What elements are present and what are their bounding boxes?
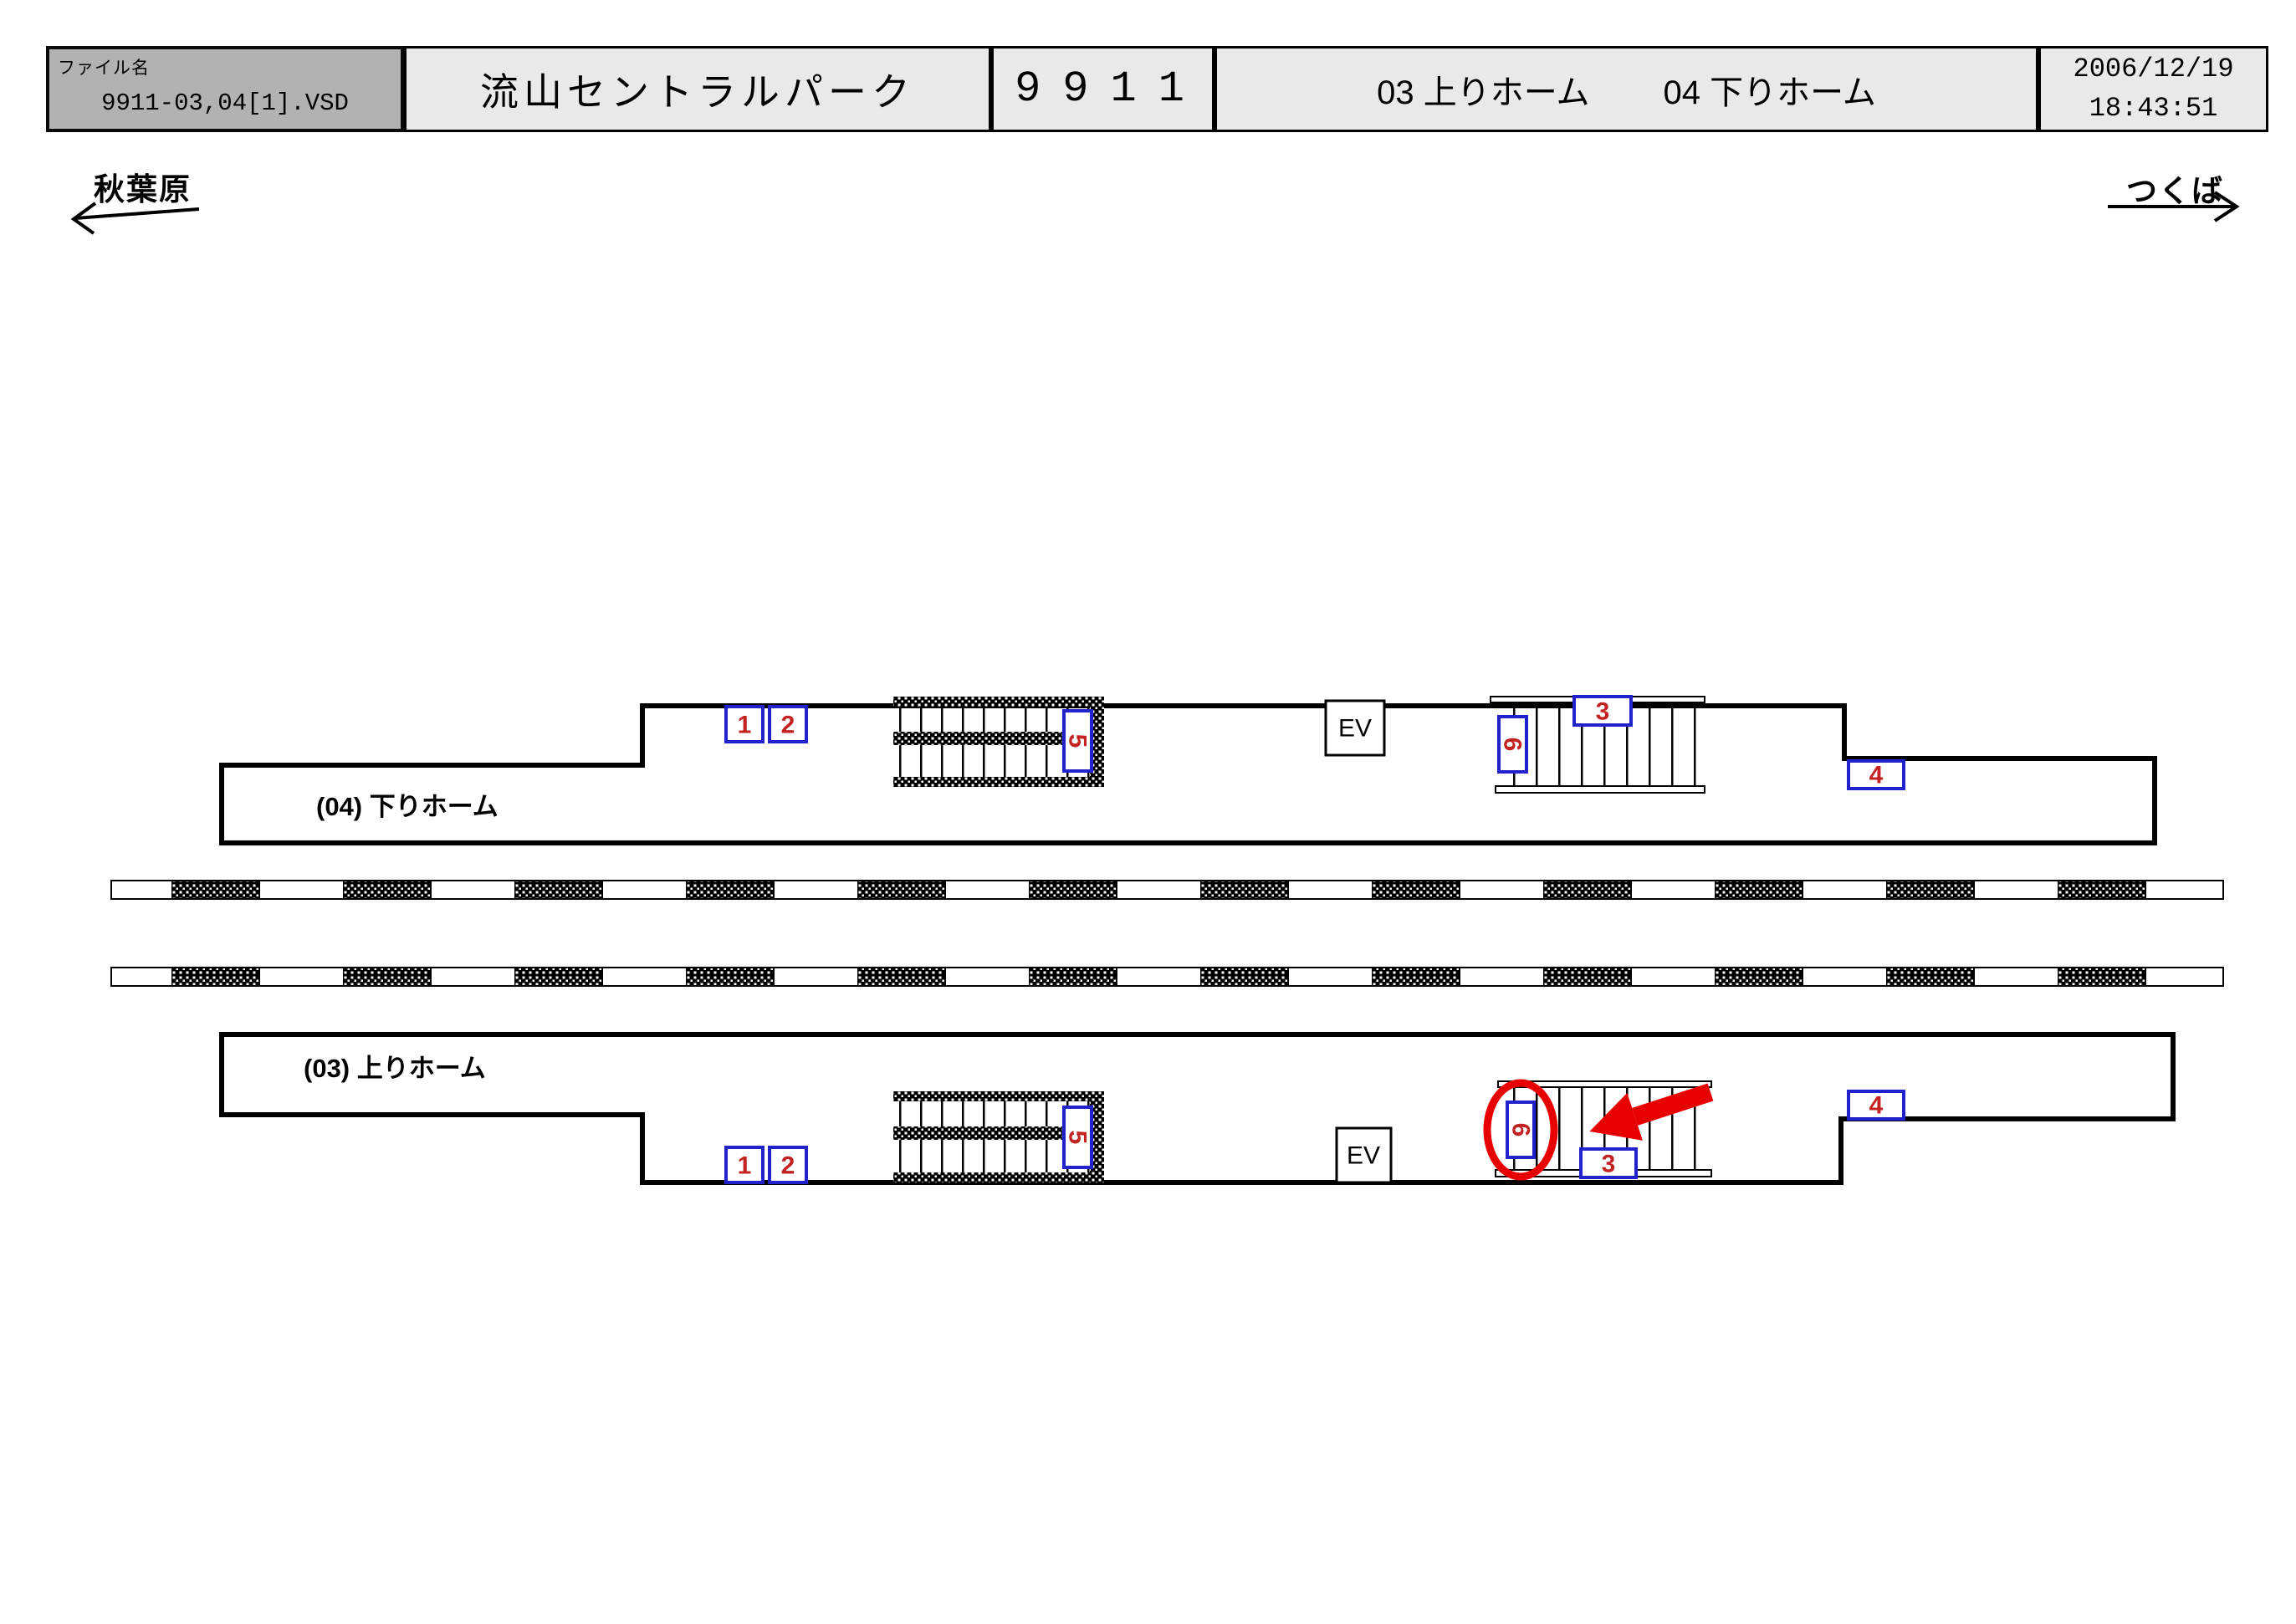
station-name: 流山セントラルパーク (480, 69, 915, 114)
stair-04 (1490, 696, 1705, 794)
date-text: 2006/12/19 (2073, 54, 2234, 85)
marker-box-4-up[interactable]: 4 (1847, 1090, 1905, 1121)
track-up (110, 967, 2224, 987)
time-text: 18:43:51 (2089, 92, 2218, 124)
marker-box-4-down[interactable]: 4 (1847, 759, 1905, 790)
marker-box-1-up[interactable]: 1 (724, 1146, 764, 1184)
marker-number: 4 (1869, 1092, 1884, 1120)
direction-label-tsukuba: つくば (2126, 174, 2224, 208)
filename-value: 9911-03,04[1].VSD (101, 89, 349, 117)
track-down (110, 880, 2224, 900)
platform-03-label: (03) 上りホーム (304, 1054, 486, 1083)
elevator-label: EV (1338, 715, 1372, 743)
marker-number: 5 (1064, 734, 1092, 748)
escalator-03 (893, 1091, 1104, 1182)
station-name-cell: 流山セントラルパーク (404, 46, 991, 132)
elevator-03: EV (1335, 1126, 1393, 1184)
platform-04-label: (04) 下りホーム (316, 792, 499, 821)
filename-label: ファイル名 (58, 59, 150, 78)
platform-04-down: (04) 下りホーム 5 1 2 EV (219, 695, 2157, 845)
marker-number: 6 (1499, 738, 1526, 752)
marker-box-3-down[interactable]: 3 (1572, 695, 1633, 727)
datetime-cell: 2006/12/19 18:43:51 (2038, 46, 2268, 132)
station-code: 9911 (1015, 64, 1206, 114)
platform-03-up: (03) 上りホーム 5 1 2 EV (219, 1032, 2176, 1185)
elevator-04: EV (1324, 699, 1386, 757)
marker-number: 1 (738, 1152, 752, 1180)
marker-box-2-down[interactable]: 2 (768, 705, 808, 743)
escalator-04 (893, 697, 1104, 787)
marker-number: 6 (1507, 1123, 1535, 1137)
marker-box-5-up[interactable]: 5 (1062, 1106, 1093, 1169)
highlight-arrow (1589, 1083, 1714, 1141)
arrow-to-akihabara (70, 202, 200, 235)
highlight-circle (1483, 1079, 1558, 1181)
marker-box-6-down[interactable]: 6 (1497, 715, 1528, 774)
platform-name-up: 03 上りホーム (1377, 74, 1590, 111)
station-code-cell: 9911 (991, 46, 1214, 132)
marker-number: 4 (1869, 762, 1884, 789)
filename-cell: ファイル名 9911-03,04[1].VSD (46, 46, 404, 132)
marker-number: 3 (1602, 1151, 1616, 1178)
marker-box-6-up[interactable]: 6 (1506, 1101, 1536, 1159)
marker-box-3-up[interactable]: 3 (1579, 1147, 1638, 1179)
elevator-label: EV (1347, 1142, 1380, 1170)
marker-number: 1 (738, 712, 752, 739)
marker-box-1-down[interactable]: 1 (724, 705, 764, 743)
marker-box-2-up[interactable]: 2 (768, 1146, 808, 1184)
marker-number: 3 (1596, 698, 1610, 726)
platform-name-down: 04 下りホーム (1663, 74, 1876, 111)
platform-names-cell: 03 上りホーム 04 下りホーム (1214, 46, 2038, 132)
marker-box-5-down[interactable]: 5 (1062, 709, 1093, 773)
marker-number: 2 (781, 1152, 795, 1180)
marker-number: 5 (1064, 1131, 1092, 1145)
marker-number: 2 (781, 712, 795, 739)
arrow-to-tsukuba (2108, 191, 2240, 222)
direction-label-akihabara: 秋葉原 (94, 172, 192, 207)
